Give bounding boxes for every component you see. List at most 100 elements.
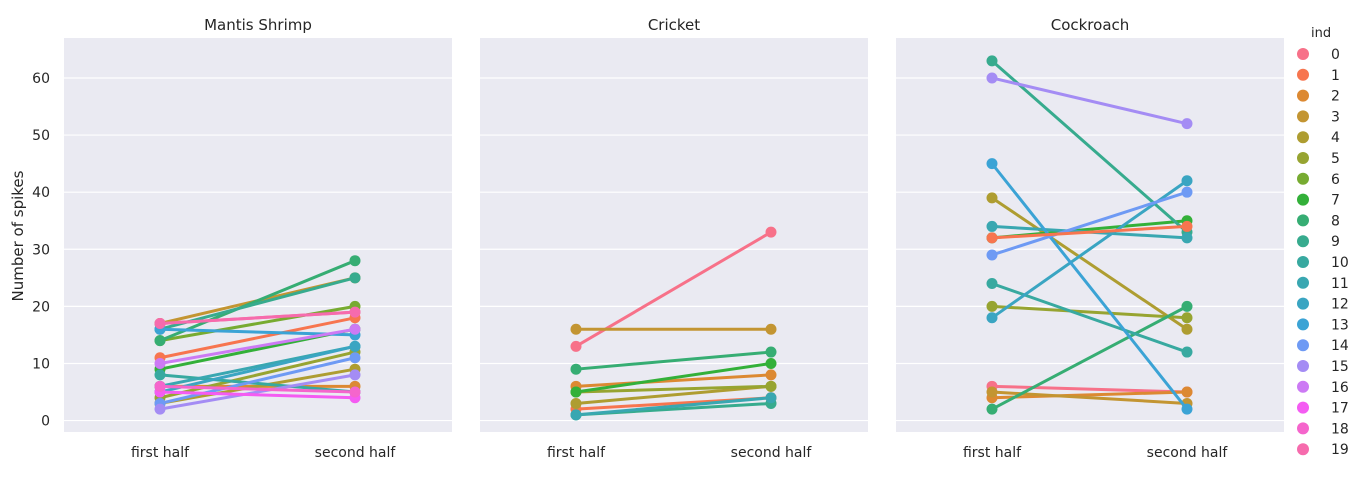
legend-marker [1297, 401, 1309, 414]
panel-title: Mantis Shrimp [204, 16, 312, 34]
legend-marker [1297, 110, 1309, 123]
series-ind-8 [154, 255, 361, 347]
data-point [986, 192, 998, 204]
legend-marker [1297, 172, 1309, 185]
y-tick-label: 60 [32, 71, 50, 87]
data-point [570, 397, 582, 409]
series-line [574, 230, 773, 348]
legend-marker [1297, 297, 1309, 310]
facet-mantis-shrimp: Mantis Shrimp 0 10 20 30 40 50 60 first half seco… [32, 16, 452, 461]
data-point [1181, 300, 1193, 312]
data-point [349, 369, 361, 381]
legend-label: 14 [1331, 338, 1349, 354]
data-point [765, 226, 777, 238]
data-point [570, 363, 582, 375]
series-ind-8 [570, 346, 777, 375]
legend-marker [1297, 48, 1309, 60]
series-line [158, 316, 357, 360]
legend-label: 17 [1331, 401, 1349, 417]
series-line [990, 384, 1189, 394]
legend-label: 11 [1331, 276, 1349, 292]
series-line [158, 350, 357, 400]
series-line [990, 224, 1189, 240]
legend-entry: 14 [1297, 338, 1349, 354]
series-line [990, 196, 1189, 331]
data-point [1181, 312, 1193, 324]
legend-marker [1297, 276, 1309, 289]
data-point [986, 55, 998, 67]
data-point [765, 357, 777, 369]
data-point [765, 323, 777, 335]
legend-marker [1297, 152, 1309, 164]
legend-entry: 13 [1297, 317, 1349, 333]
legend-entry: 1 [1297, 68, 1340, 84]
series-line [158, 259, 357, 343]
series-ind-1 [986, 220, 1193, 244]
data-point [349, 306, 361, 318]
data-point [986, 278, 998, 290]
legend-label: 7 [1331, 193, 1340, 209]
series-line [158, 310, 357, 326]
series-line [158, 356, 357, 405]
data-point [986, 386, 998, 398]
legend-label: 13 [1331, 317, 1349, 333]
series-ind-14 [986, 186, 1193, 261]
y-tick-label: 50 [32, 128, 50, 144]
y-tick-label: 0 [41, 414, 50, 430]
data-point [765, 369, 777, 381]
y-tick-label: 10 [32, 356, 50, 372]
data-point [154, 403, 166, 415]
data-point [986, 72, 998, 84]
series-line [990, 162, 1189, 411]
legend-entry: 12 [1297, 297, 1349, 313]
data-point [349, 386, 361, 398]
data-point [986, 232, 998, 244]
series-line [158, 327, 357, 365]
facet-cricket: Cricket first half second half [480, 16, 868, 461]
series-ind-19 [154, 306, 361, 330]
data-point [349, 352, 361, 364]
data-point [1181, 118, 1193, 130]
legend-entry: 4 [1297, 130, 1340, 146]
panel-title: Cockroach [1051, 16, 1130, 34]
legend-label: 12 [1331, 297, 1349, 313]
legend-marker [1297, 235, 1309, 248]
legend-label: 15 [1331, 359, 1349, 375]
legend-entry: 8 [1297, 213, 1340, 229]
data-point [1181, 220, 1193, 232]
legend-marker [1297, 68, 1309, 81]
legend-marker [1297, 318, 1309, 331]
series-ind-0 [570, 226, 777, 352]
legend-marker [1297, 443, 1309, 456]
legend-entry: 19 [1297, 442, 1349, 458]
series-line [158, 373, 357, 394]
legend-label: 6 [1331, 172, 1340, 188]
series-ind-8 [986, 300, 1193, 415]
legend-label: 5 [1331, 151, 1340, 167]
series-ind-2 [986, 386, 1193, 404]
data-point [570, 340, 582, 352]
data-point [349, 255, 361, 267]
legend-entry: 11 [1297, 276, 1349, 292]
panel-title: Cricket [648, 16, 700, 34]
data-point [349, 272, 361, 284]
series-ind-13 [986, 158, 1193, 415]
plot-background [896, 38, 1284, 432]
legend-marker [1297, 256, 1309, 268]
data-point [765, 380, 777, 392]
data-point [1181, 346, 1193, 358]
legend-marker [1297, 89, 1309, 102]
y-axis-label: Number of spikes [9, 170, 27, 301]
data-point [765, 346, 777, 358]
series-line [990, 304, 1189, 411]
series-line [158, 384, 357, 394]
series-line [990, 304, 1189, 320]
series-line [574, 396, 773, 417]
data-point [986, 220, 998, 232]
data-point [570, 386, 582, 398]
legend-marker [1297, 193, 1309, 206]
x-tick-label: first half [131, 445, 190, 461]
data-point [986, 403, 998, 415]
data-point [154, 357, 166, 369]
